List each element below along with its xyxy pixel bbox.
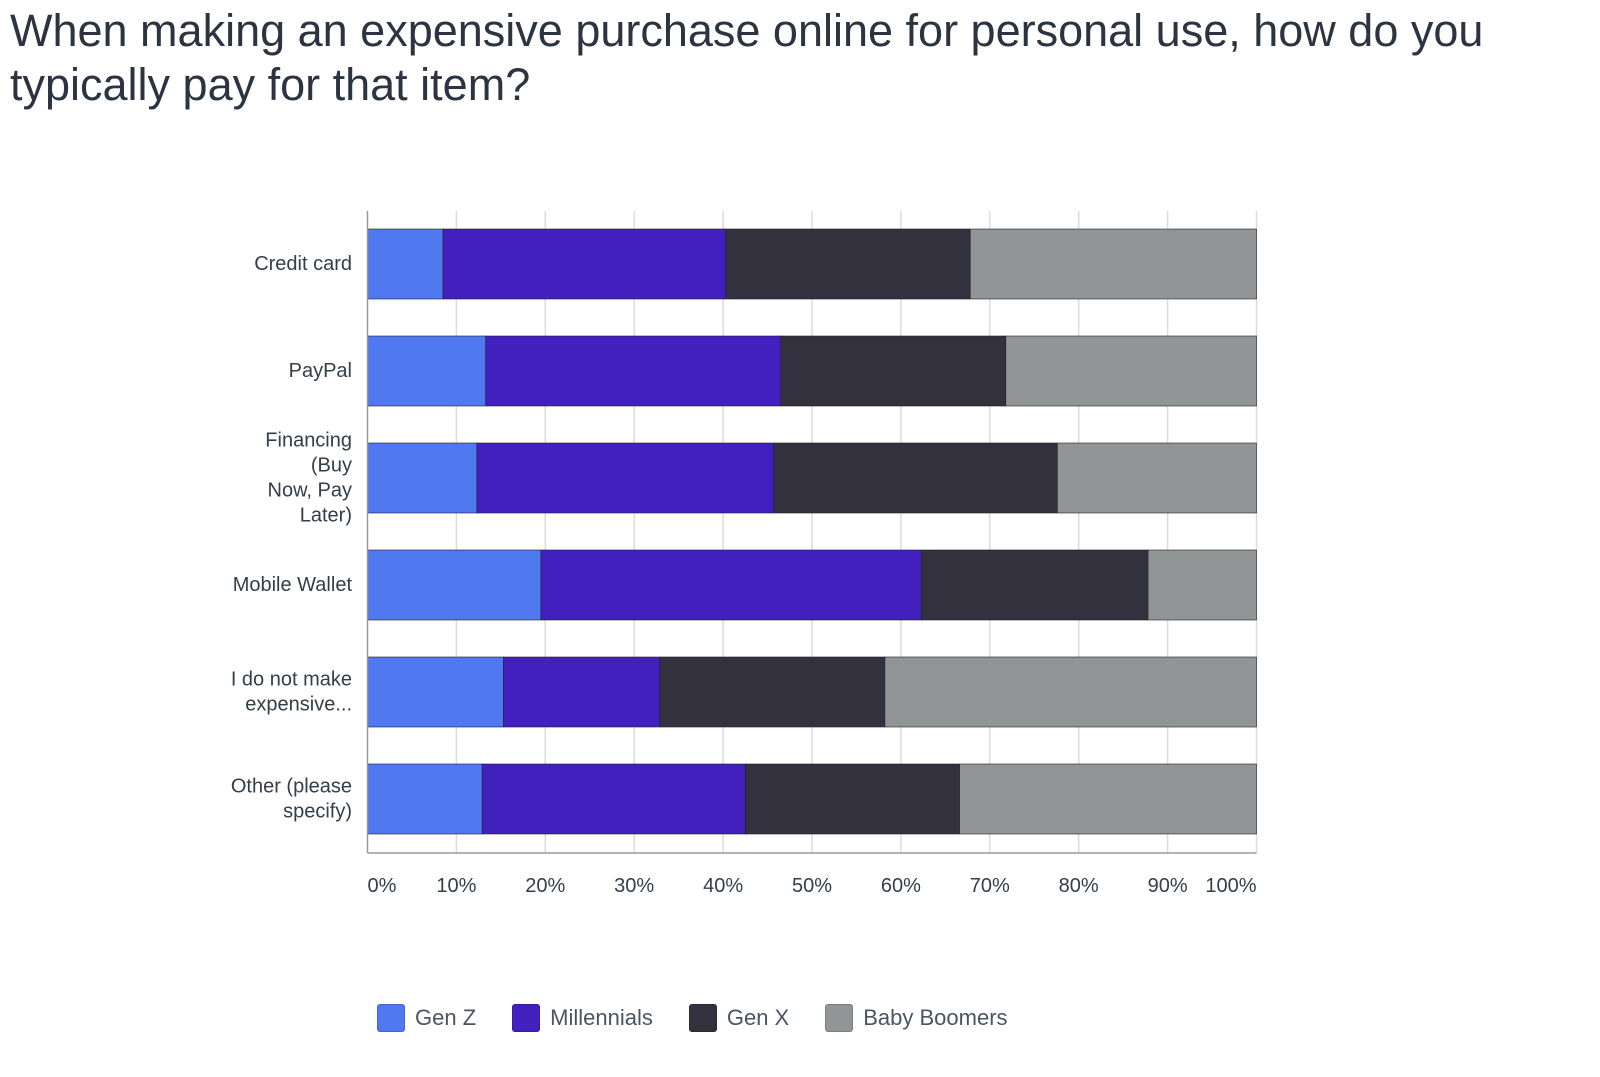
legend-swatch [825,1004,854,1032]
bars [367,228,1257,835]
bar-segment-gen-z [367,656,504,728]
legend-item-millennials: Millennials [512,1004,653,1032]
bar-segment-millennials [481,763,746,835]
bar-segment-millennials [442,228,727,300]
bar-segment-millennials [503,656,661,728]
bar-segment-millennials [485,335,782,407]
legend-label: Gen X [726,1005,790,1030]
bar-segment-baby-boomers [1147,549,1257,621]
chart-title: When making an expensive purchase online… [10,5,1484,110]
legend-label: Millennials [550,1005,653,1030]
bar-segment-gen-z [367,549,542,621]
bar-segment-millennials [476,442,775,514]
bar-segment-baby-boomers [1057,442,1257,514]
category-label: Mobile Wallet [233,574,353,596]
category-label: Other (please specify) [231,776,352,823]
bar-segment-gen-x [921,549,1149,621]
x-tick-label: 0% [368,875,397,897]
legend-swatch [512,1004,541,1032]
bar-segment-gen-x [773,442,1058,514]
legend-label: Gen Z [415,1005,477,1030]
bar-segment-baby-boomers [969,228,1257,300]
x-tick-label: 20% [525,875,565,897]
bar-segment-baby-boomers [959,763,1257,835]
x-tick-label: 30% [614,875,654,897]
legend-swatch [688,1004,717,1032]
bar-segment-baby-boomers [884,656,1257,728]
legend-swatch [377,1004,405,1032]
bar-segment-gen-z [367,228,444,300]
bar-segment-gen-x [780,335,1007,407]
bar-segment-baby-boomers [1005,335,1257,407]
bar-segment-gen-z [367,335,487,407]
legend-item-gen-x: Gen X [688,1004,790,1032]
x-tick-label: 10% [436,875,476,897]
x-tick-label: 90% [1148,875,1188,897]
x-tick-label: 40% [703,875,743,897]
axes [366,211,1257,854]
legend: Gen Z Millennials Gen X Baby Boomers [377,1004,1044,1032]
legend-item-baby-boomers: Baby Boomers [825,1004,1008,1032]
bar-segment-gen-x [725,228,971,300]
bar-segment-millennials [540,549,922,621]
x-tick-label: 60% [881,875,921,897]
bar-segment-gen-x [745,763,960,835]
category-label: Financing (Buy Now, Pay Later) [265,430,352,527]
x-tick-label: 70% [970,875,1010,897]
category-labels: Credit card PayPal Financing (Buy Now, Pay La… [231,253,353,823]
bar-segment-gen-z [367,442,478,514]
grid-lines [455,211,1258,853]
legend-item-gen-z: Gen Z [377,1004,476,1032]
bar-segment-gen-x [659,656,886,728]
x-tick-label: 80% [1059,875,1099,897]
x-tick-label: 50% [792,875,832,897]
category-label: I do not make expensive... [231,669,352,716]
x-tick-labels: 0% 10% 20% 30% 40% 50% 60% 70% 80% 90% 100% [368,875,1257,897]
category-label: Credit card [254,253,352,275]
category-label: PayPal [289,360,352,382]
bar-segment-gen-z [367,763,483,835]
x-tick-label: 100% [1205,875,1256,897]
legend-label: Baby Boomers [863,1005,1008,1030]
